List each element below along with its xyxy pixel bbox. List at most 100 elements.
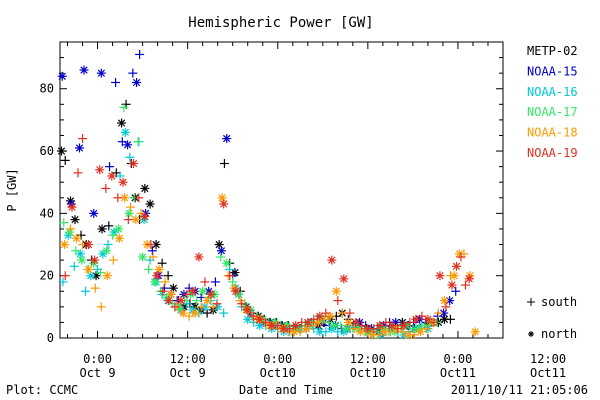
data-point-south — [60, 155, 70, 165]
y-axis: 0 20 40 60 80 — [40, 57, 503, 345]
plot-frame — [59, 41, 504, 339]
data-point-south — [429, 317, 439, 327]
data-point-north — [351, 317, 361, 327]
legend-marker-label: south — [541, 295, 577, 309]
data-point-south — [321, 308, 331, 318]
data-point-north — [447, 280, 457, 290]
data-point-north — [342, 324, 352, 334]
x-tick-date-label: Oct11 — [440, 366, 476, 380]
data-point-north — [343, 317, 353, 327]
data-point-south — [451, 286, 461, 296]
data-point-south — [111, 78, 121, 88]
y-tick-label: 40 — [40, 206, 54, 220]
x-tick-date-label: Oct 9 — [79, 366, 115, 380]
data-point-south — [192, 296, 202, 306]
data-point-south — [133, 137, 143, 147]
data-point-north — [120, 127, 130, 137]
x-tick-time-label: 12:00 — [170, 352, 206, 366]
data-point-north — [222, 258, 232, 268]
data-point-north — [188, 286, 198, 296]
x-tick-date-label: Oct10 — [260, 366, 296, 380]
data-point-north — [289, 327, 299, 337]
y-axis-label: P [GW] — [5, 168, 19, 211]
x-tick-time-label: 12:00 — [530, 352, 566, 366]
data-point-north — [231, 286, 241, 296]
data-point-north — [291, 321, 301, 331]
data-point-north — [117, 118, 127, 128]
data-point-north — [313, 317, 323, 327]
data-point-north — [57, 146, 67, 156]
data-point-south — [101, 183, 111, 193]
data-point-north — [102, 246, 112, 256]
data-point-north — [140, 183, 150, 193]
data-point-south — [96, 268, 106, 278]
data-point-north — [367, 330, 377, 340]
data-point-south — [103, 240, 113, 250]
data-point-south — [105, 162, 115, 172]
data-point-north — [60, 240, 70, 250]
data-point-north — [89, 208, 99, 218]
x-tick-time-label: 12:00 — [350, 352, 386, 366]
data-point-north — [129, 159, 139, 169]
data-point-north — [216, 246, 226, 256]
data-point-north — [70, 215, 80, 225]
data-point-north — [84, 240, 94, 250]
data-point-north — [90, 255, 100, 265]
data-point-south — [200, 277, 210, 287]
data-point-south — [125, 152, 135, 162]
data-point-north — [415, 327, 425, 337]
data-point-north — [168, 283, 178, 293]
y-tick-label: 20 — [40, 269, 54, 283]
data-point-north — [178, 308, 188, 318]
data-point-north — [95, 165, 105, 175]
x-tick-date-label: Oct10 — [350, 366, 386, 380]
data-point-south — [73, 168, 83, 178]
data-point-south — [104, 221, 114, 231]
data-point-north — [124, 208, 134, 218]
legend-entry: NOAA-19 — [527, 146, 578, 160]
data-point-north — [190, 308, 200, 318]
data-point-north — [423, 314, 433, 324]
data-point-north — [303, 317, 313, 327]
data-point-north — [97, 224, 107, 234]
data-point-south — [60, 271, 70, 281]
data-point-north — [331, 286, 341, 296]
data-point-north — [315, 311, 325, 321]
data-point-south — [225, 271, 235, 281]
data-point-south — [196, 302, 206, 312]
data-point-south — [134, 193, 144, 203]
plot-timestamp: 2011/10/11 21:05:06 — [451, 383, 588, 397]
data-point-south — [113, 193, 123, 203]
data-point-south — [128, 68, 138, 78]
chart-title: Hemispheric Power [GW] — [188, 15, 373, 31]
data-point-south — [135, 49, 145, 59]
y-tick-label: 80 — [40, 82, 54, 96]
data-point-north — [138, 252, 148, 262]
data-point-south — [228, 277, 238, 287]
data-point-south — [345, 308, 355, 318]
data-point-south — [66, 224, 76, 234]
legend-north-marker — [528, 331, 534, 337]
data-point-south — [76, 230, 86, 240]
data-point-south — [456, 252, 466, 262]
legend: METP-02 NOAA-15 NOAA-16 NOAA-17 NOAA-18 NOAA-… — [527, 44, 578, 341]
legend-entry: NOAA-16 — [527, 85, 578, 99]
data-point-south — [210, 277, 220, 287]
data-point-north — [387, 321, 397, 331]
data-point-north — [217, 193, 227, 203]
legend-entry: NOAA-17 — [527, 105, 578, 119]
data-markers — [57, 49, 480, 340]
data-point-north — [75, 143, 85, 153]
data-point-south — [219, 308, 229, 318]
data-point-south — [170, 302, 180, 312]
data-point-south — [441, 302, 451, 312]
legend-south-marker — [527, 298, 535, 306]
data-point-north — [145, 199, 155, 209]
data-point-north — [301, 324, 311, 334]
data-point-north — [96, 68, 106, 78]
data-point-south — [212, 299, 222, 309]
data-point-north — [451, 261, 461, 271]
data-point-north — [315, 327, 325, 337]
data-point-north — [470, 327, 480, 337]
data-point-north — [219, 199, 229, 209]
